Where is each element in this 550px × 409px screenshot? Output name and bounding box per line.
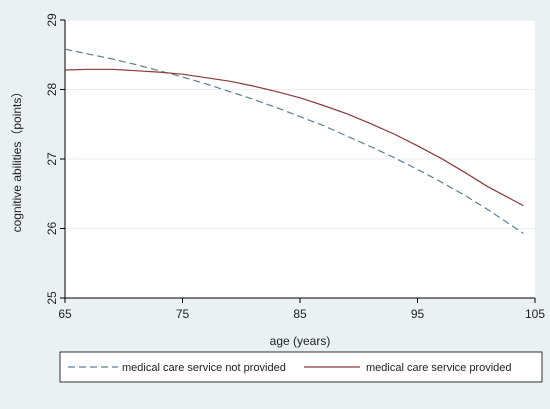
legend-label-provided: medical care service provided	[366, 362, 512, 374]
y-tick-label: 26	[45, 222, 59, 236]
x-tick-label: 65	[58, 307, 72, 321]
x-axis-label: age (years)	[270, 334, 331, 348]
legend-label-not-provided: medical care service not provided	[122, 362, 286, 374]
x-tick-label: 85	[293, 307, 307, 321]
y-axis-label: cognitive abilities（points）	[10, 86, 24, 233]
legend-box	[59, 351, 543, 383]
y-tick-label: 29	[45, 13, 59, 27]
y-tick-label: 25	[45, 291, 59, 305]
series-line-provided	[64, 68, 524, 207]
y-tick-label: 27	[45, 152, 59, 166]
x-tick-label: 95	[411, 307, 425, 321]
axis-ticks: 25 26 27 28 29 65 75 85 95 105	[45, 13, 545, 321]
series-lines	[64, 48, 524, 234]
x-tick-label: 105	[525, 307, 545, 321]
x-tick-label: 75	[176, 307, 190, 321]
y-tick-label: 28	[45, 83, 59, 97]
series-line-not-provided	[64, 48, 524, 234]
